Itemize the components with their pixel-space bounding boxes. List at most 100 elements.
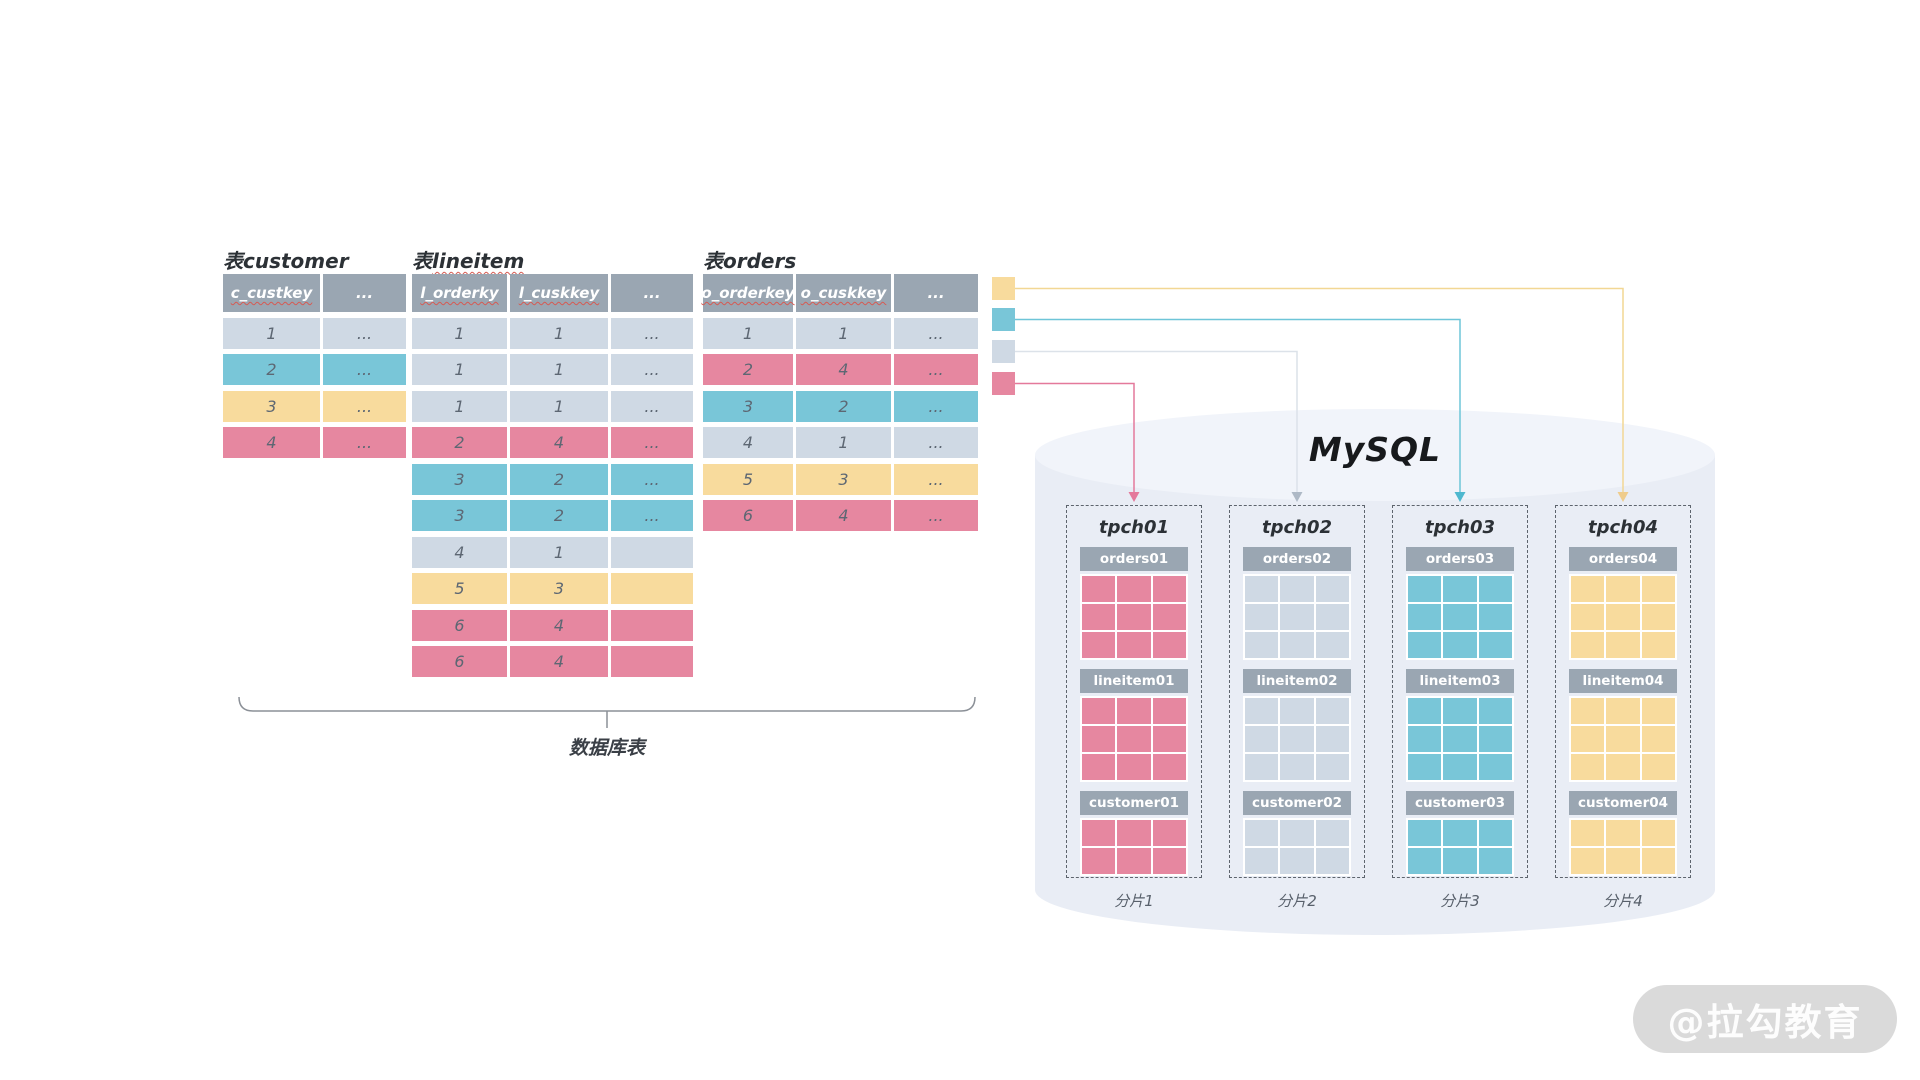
shard-grid-cell [1641, 604, 1675, 630]
shard-grid-cell [1571, 820, 1605, 846]
table-cell: 1 [703, 317, 793, 349]
table-cell: 4 [223, 427, 320, 458]
shard-table: lineitem01 [1080, 669, 1188, 782]
shard-grid-cell [1408, 726, 1442, 752]
shard-grid-cell [1641, 848, 1675, 874]
shard-grid-cell [1478, 604, 1512, 630]
shard-grid-cell [1082, 604, 1116, 630]
table-cell: 1 [412, 390, 507, 422]
shard-grid-cell [1478, 848, 1512, 874]
table-cell: 4 [796, 354, 891, 385]
column-header-label: o_orderkey [701, 284, 795, 302]
shard-grid-cell [1152, 820, 1186, 846]
column-header: ... [894, 274, 978, 312]
shard-table: lineitem03 [1406, 669, 1514, 782]
table-cell: ... [323, 317, 406, 349]
table-cell: 1 [796, 317, 891, 349]
shard-title: tpch04 [1587, 517, 1659, 538]
table-cell: 1 [510, 354, 608, 385]
table-cell: 3 [223, 390, 320, 422]
shard-grid-cell [1478, 632, 1512, 658]
shard-grid-cell [1571, 604, 1605, 630]
shard-table: lineitem02 [1243, 669, 1351, 782]
legend-swatch-blue [992, 308, 1015, 331]
shard-grid-cell [1152, 698, 1186, 724]
shard-grid-cell [1082, 754, 1116, 780]
shard-grid-cell [1117, 726, 1151, 752]
shard-table-header: customer01 [1080, 791, 1188, 815]
shard-grid-cell [1443, 820, 1477, 846]
shard-grid-cell [1117, 604, 1151, 630]
shard-grid-cell [1478, 820, 1512, 846]
shard-grid-cell [1408, 698, 1442, 724]
table-cell: ... [323, 427, 406, 458]
table-lineitem: l_orderky l_cuskkey... 1 1... 1 1... 1 1... 2 4..… [412, 274, 693, 677]
shard-grid-cell [1152, 754, 1186, 780]
shard-title: tpch03 [1424, 517, 1496, 538]
shard-grid-cell [1478, 754, 1512, 780]
shard-grid-cell [1245, 604, 1279, 630]
shard-grid-cell [1280, 848, 1314, 874]
shard-grid-cell [1082, 820, 1116, 846]
shard-table-header: orders02 [1243, 547, 1351, 571]
table-cell: 1 [412, 317, 507, 349]
shard-grid-cell [1641, 820, 1675, 846]
table-title-prefix: 表 [223, 249, 243, 273]
column-header: o_cuskkey [796, 274, 891, 312]
shard-grid-cell [1117, 576, 1151, 602]
shard-table-grid [1243, 818, 1351, 876]
table-title-prefix: 表 [703, 249, 723, 273]
table-cell: 4 [703, 427, 793, 458]
shard-table: orders03 [1406, 547, 1514, 660]
shard-grid-cell [1117, 698, 1151, 724]
table-cell: 5 [703, 463, 793, 495]
shard-grid-cell [1245, 632, 1279, 658]
column-header: c_custkey [223, 274, 320, 312]
shard-grid-cell [1280, 604, 1314, 630]
table-cell: ... [323, 390, 406, 422]
shard-table: customer04 [1569, 791, 1677, 876]
column-header-label: o_cuskkey [800, 284, 887, 302]
table-cell [611, 536, 693, 568]
column-header-label: l_cuskkey [518, 284, 600, 302]
table-cell: 1 [796, 427, 891, 458]
shard-table-grid [1243, 574, 1351, 660]
table-cell: 5 [412, 573, 507, 604]
shard-grid-cell [1571, 632, 1605, 658]
table-cell: 1 [510, 536, 608, 568]
shard-caption-3: 分片3 [1440, 892, 1480, 910]
shard-table: orders02 [1243, 547, 1351, 660]
shard-grid-cell [1245, 726, 1279, 752]
shard-table: customer03 [1406, 791, 1514, 876]
table-cell: 2 [796, 390, 891, 422]
shard-grid-cell [1443, 576, 1477, 602]
shard-grid-cell [1571, 754, 1605, 780]
shard-grid-cell [1478, 698, 1512, 724]
shard-title: tpch01 [1098, 517, 1170, 538]
column-header: l_orderky [412, 274, 507, 312]
legend-swatch-yellow [992, 277, 1015, 300]
table-cell: 2 [510, 500, 608, 531]
table-cell: 6 [412, 646, 507, 677]
shard-grid-cell [1571, 848, 1605, 874]
table-cell: 3 [796, 463, 891, 495]
shard-table-grid [1243, 696, 1351, 782]
shard-caption-4: 分片4 [1603, 892, 1643, 910]
shard-grid-cell [1082, 848, 1116, 874]
table-title-orders: 表orders [703, 245, 796, 274]
shard-grid-cell [1315, 632, 1349, 658]
shard-table-header: lineitem02 [1243, 669, 1351, 693]
bracket-label: 数据库表 [568, 737, 645, 759]
shard-table-grid [1080, 818, 1188, 876]
shard-grid-cell [1152, 576, 1186, 602]
table-cell: 4 [510, 646, 608, 677]
shard-grid-cell [1152, 604, 1186, 630]
legend-swatch-gray [992, 340, 1015, 363]
column-header: o_orderkey [701, 274, 795, 312]
table-cell: ... [894, 354, 978, 385]
shard-table-grid [1569, 818, 1677, 876]
shard-grid-cell [1280, 632, 1314, 658]
shard-grid-cell [1082, 726, 1116, 752]
shard-grid-cell [1117, 848, 1151, 874]
table-cell: ... [894, 390, 978, 422]
